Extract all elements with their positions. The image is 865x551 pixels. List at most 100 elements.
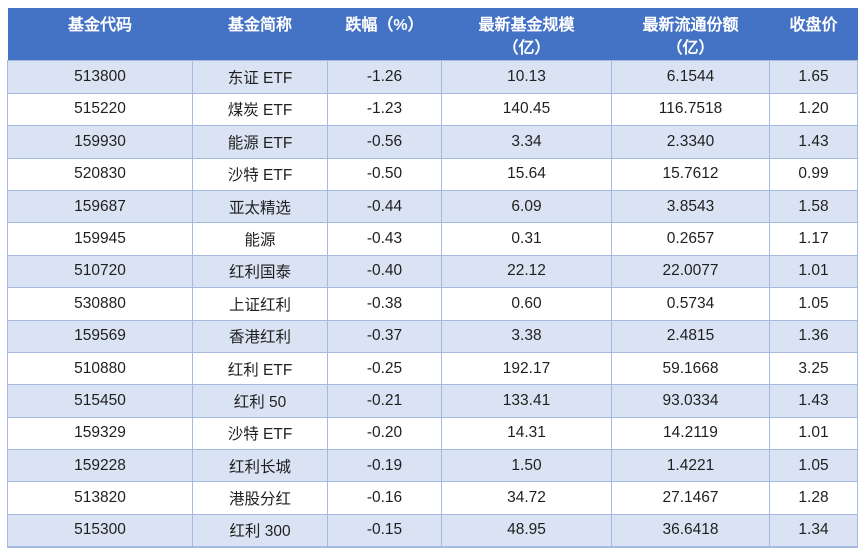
table-cell: 1.36 (769, 319, 858, 353)
table-cell: 510720 (7, 254, 193, 289)
table-cell: 116.7518 (611, 92, 770, 127)
table-cell: 亚太精选 (192, 189, 328, 224)
column-header: 收盘价 (769, 8, 858, 61)
table-row: 159945 能源 -0.43 0.31 0.2657 1.17 (7, 222, 858, 256)
table-cell: 1.01 (769, 254, 858, 289)
table-cell: 520830 (7, 157, 193, 191)
table-cell: 140.45 (441, 92, 612, 127)
table-cell: 0.31 (441, 222, 612, 256)
table-header-row: 基金代码 基金简称 跌幅（%） 最新基金规模 （亿） 最新流通份额 （亿） 收盘价 (7, 8, 858, 61)
table-cell: 192.17 (441, 351, 612, 386)
table-cell: 93.0334 (611, 384, 770, 418)
table-cell: 1.05 (769, 287, 858, 321)
table-cell: 1.34 (769, 513, 858, 548)
table-cell: -0.25 (327, 351, 442, 386)
table-cell: 513800 (7, 60, 193, 94)
table-cell: 159687 (7, 189, 193, 224)
table-cell: 3.34 (441, 125, 612, 159)
table-cell: -0.19 (327, 449, 442, 483)
table-cell: 133.41 (441, 384, 612, 418)
table-cell: 港股分红 (192, 481, 328, 515)
table-row: 159569 香港红利 -0.37 3.38 2.4815 1.36 (7, 319, 858, 353)
table-cell: 能源 ETF (192, 125, 328, 159)
table-cell: 2.4815 (611, 319, 770, 353)
table-row: 159228 红利长城 -0.19 1.50 1.4221 1.05 (7, 449, 858, 483)
column-header: 最新基金规模 （亿） (441, 8, 612, 61)
table-cell: 1.05 (769, 449, 858, 483)
table-cell: 6.1544 (611, 60, 770, 94)
table-cell: 1.58 (769, 189, 858, 224)
table-cell: 1.65 (769, 60, 858, 94)
table-row: 513800 东证 ETF -1.26 10.13 6.1544 1.65 (7, 60, 858, 94)
table-cell: 3.25 (769, 351, 858, 386)
table-cell: 22.12 (441, 254, 612, 289)
table-cell: 红利 50 (192, 384, 328, 418)
table-cell: -0.43 (327, 222, 442, 256)
table-row: 520830 沙特 ETF -0.50 15.64 15.7612 0.99 (7, 157, 858, 191)
table-cell: 159569 (7, 319, 193, 353)
table-cell: 1.17 (769, 222, 858, 256)
table-row: 510880 红利 ETF -0.25 192.17 59.1668 3.25 (7, 351, 858, 386)
table-cell: 沙特 ETF (192, 416, 328, 451)
table-cell: -0.38 (327, 287, 442, 321)
table-cell: 1.20 (769, 92, 858, 127)
table-cell: 10.13 (441, 60, 612, 94)
table-cell: -0.20 (327, 416, 442, 451)
table-cell: 6.09 (441, 189, 612, 224)
table-cell: 159945 (7, 222, 193, 256)
table-cell: 515220 (7, 92, 193, 127)
table-cell: -0.21 (327, 384, 442, 418)
table-cell: 煤炭 ETF (192, 92, 328, 127)
table-cell: 59.1668 (611, 351, 770, 386)
table-cell: 0.5734 (611, 287, 770, 321)
table-cell: 0.2657 (611, 222, 770, 256)
table-cell: 红利 ETF (192, 351, 328, 386)
table-cell: 14.31 (441, 416, 612, 451)
table-cell: 48.95 (441, 513, 612, 548)
table-row: 530880 上证红利 -0.38 0.60 0.5734 1.05 (7, 287, 858, 321)
table-cell: 上证红利 (192, 287, 328, 321)
table-cell: 0.60 (441, 287, 612, 321)
table-row: 159687 亚太精选 -0.44 6.09 3.8543 1.58 (7, 189, 858, 224)
table-row: 159930 能源 ETF -0.56 3.34 2.3340 1.43 (7, 125, 858, 159)
table-cell: -0.56 (327, 125, 442, 159)
table-cell: -0.40 (327, 254, 442, 289)
table-cell: 1.4221 (611, 449, 770, 483)
table-cell: 159228 (7, 449, 193, 483)
table-row: 515220 煤炭 ETF -1.23 140.45 116.7518 1.20 (7, 92, 858, 127)
table-cell: 27.1467 (611, 481, 770, 515)
fund-table: 基金代码 基金简称 跌幅（%） 最新基金规模 （亿） 最新流通份额 （亿） 收盘价 513… (7, 8, 858, 548)
table-cell: -0.37 (327, 319, 442, 353)
table-cell: 红利长城 (192, 449, 328, 483)
table-row: 513820 港股分红 -0.16 34.72 27.1467 1.28 (7, 481, 858, 515)
table-cell: 1.28 (769, 481, 858, 515)
table-cell: 515300 (7, 513, 193, 548)
table-cell: 能源 (192, 222, 328, 256)
table-row: 159329 沙特 ETF -0.20 14.31 14.2119 1.01 (7, 416, 858, 451)
table-cell: -0.16 (327, 481, 442, 515)
table-cell: 510880 (7, 351, 193, 386)
table-cell: 22.0077 (611, 254, 770, 289)
table-cell: 沙特 ETF (192, 157, 328, 191)
table-cell: -0.44 (327, 189, 442, 224)
table-cell: 1.43 (769, 125, 858, 159)
table-cell: 2.3340 (611, 125, 770, 159)
table-cell: -0.15 (327, 513, 442, 548)
column-header: 基金简称 (192, 8, 328, 61)
table-cell: 159329 (7, 416, 193, 451)
table-cell: 14.2119 (611, 416, 770, 451)
column-header: 最新流通份额 （亿） (611, 8, 770, 61)
table-cell: 东证 ETF (192, 60, 328, 94)
table-cell: 530880 (7, 287, 193, 321)
table-cell: 0.99 (769, 157, 858, 191)
table-cell: -1.23 (327, 92, 442, 127)
table-cell: 513820 (7, 481, 193, 515)
table-cell: 1.50 (441, 449, 612, 483)
table-cell: 34.72 (441, 481, 612, 515)
table-cell: 515450 (7, 384, 193, 418)
table-cell: 1.01 (769, 416, 858, 451)
table-cell: 红利 300 (192, 513, 328, 548)
table-row: 515450 红利 50 -0.21 133.41 93.0334 1.43 (7, 384, 858, 418)
table-row: 510720 红利国泰 -0.40 22.12 22.0077 1.01 (7, 254, 858, 289)
